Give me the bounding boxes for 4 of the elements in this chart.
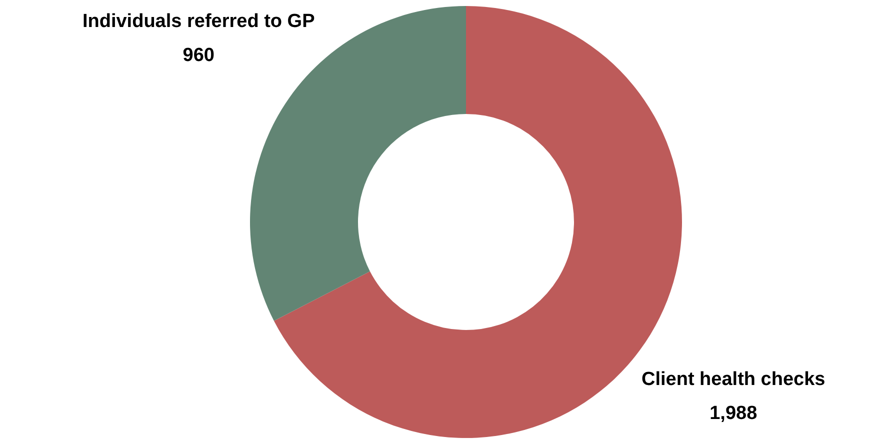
slice-label: Client health checks xyxy=(642,369,826,390)
slice-label: Individuals referred to GP xyxy=(82,10,316,32)
data-label: 1,988 xyxy=(710,403,758,424)
data-label: 960 xyxy=(182,44,214,66)
